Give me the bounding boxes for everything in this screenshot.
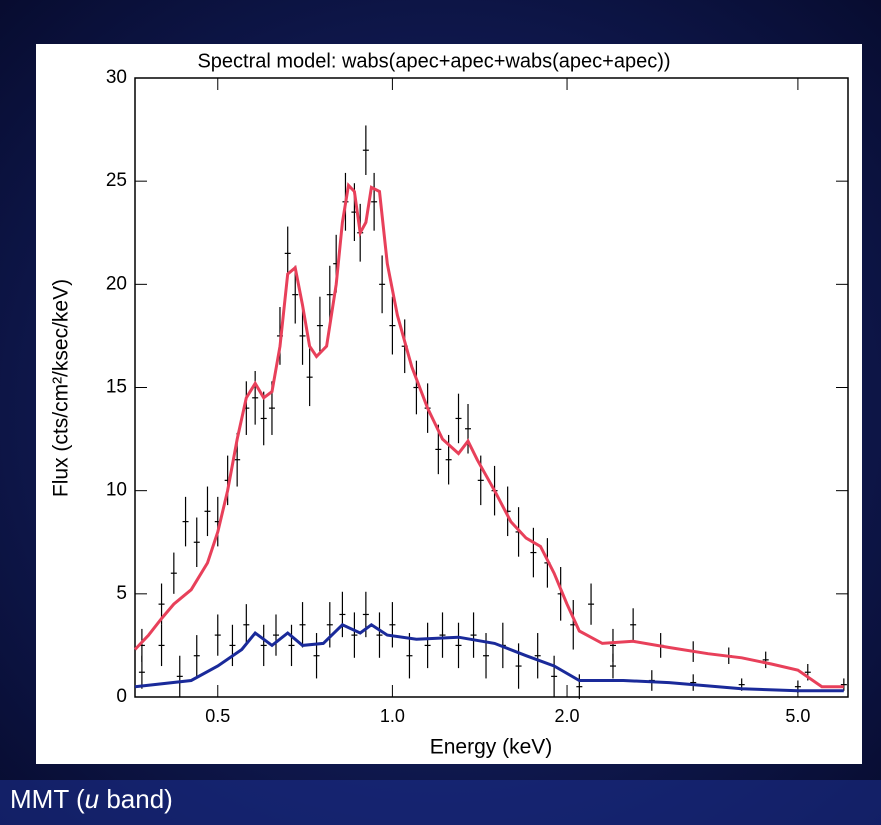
y-tick-label: 15	[106, 377, 127, 398]
y-tick-label: 10	[106, 480, 127, 501]
caption: MMT (u band)	[10, 784, 173, 814]
y-axis-label: Flux (cts/cm²/ksec/keV)	[50, 279, 73, 497]
y-tick-label: 20	[106, 273, 127, 294]
x-tick-label: 5.0	[785, 706, 810, 726]
caption-text: u	[85, 784, 99, 814]
caption-text: band)	[99, 784, 173, 814]
y-tick-label: 0	[116, 686, 127, 707]
caption-text: MMT (	[10, 784, 85, 814]
y-tick-label: 5	[116, 583, 127, 604]
chart-title: Spectral model: wabs(apec+apec+wabs(apec…	[197, 50, 670, 72]
x-tick-label: 0.5	[205, 706, 230, 726]
x-tick-label: 2.0	[555, 706, 580, 726]
model-line	[134, 622, 844, 693]
x-tick-label: 1.0	[380, 706, 405, 726]
model-line	[133, 182, 844, 689]
x-axis-label: Energy (keV)	[430, 736, 553, 759]
caption-band	[0, 780, 881, 825]
panel	[36, 44, 862, 764]
y-tick-label: 25	[106, 170, 127, 191]
y-tick-label: 30	[106, 67, 127, 88]
